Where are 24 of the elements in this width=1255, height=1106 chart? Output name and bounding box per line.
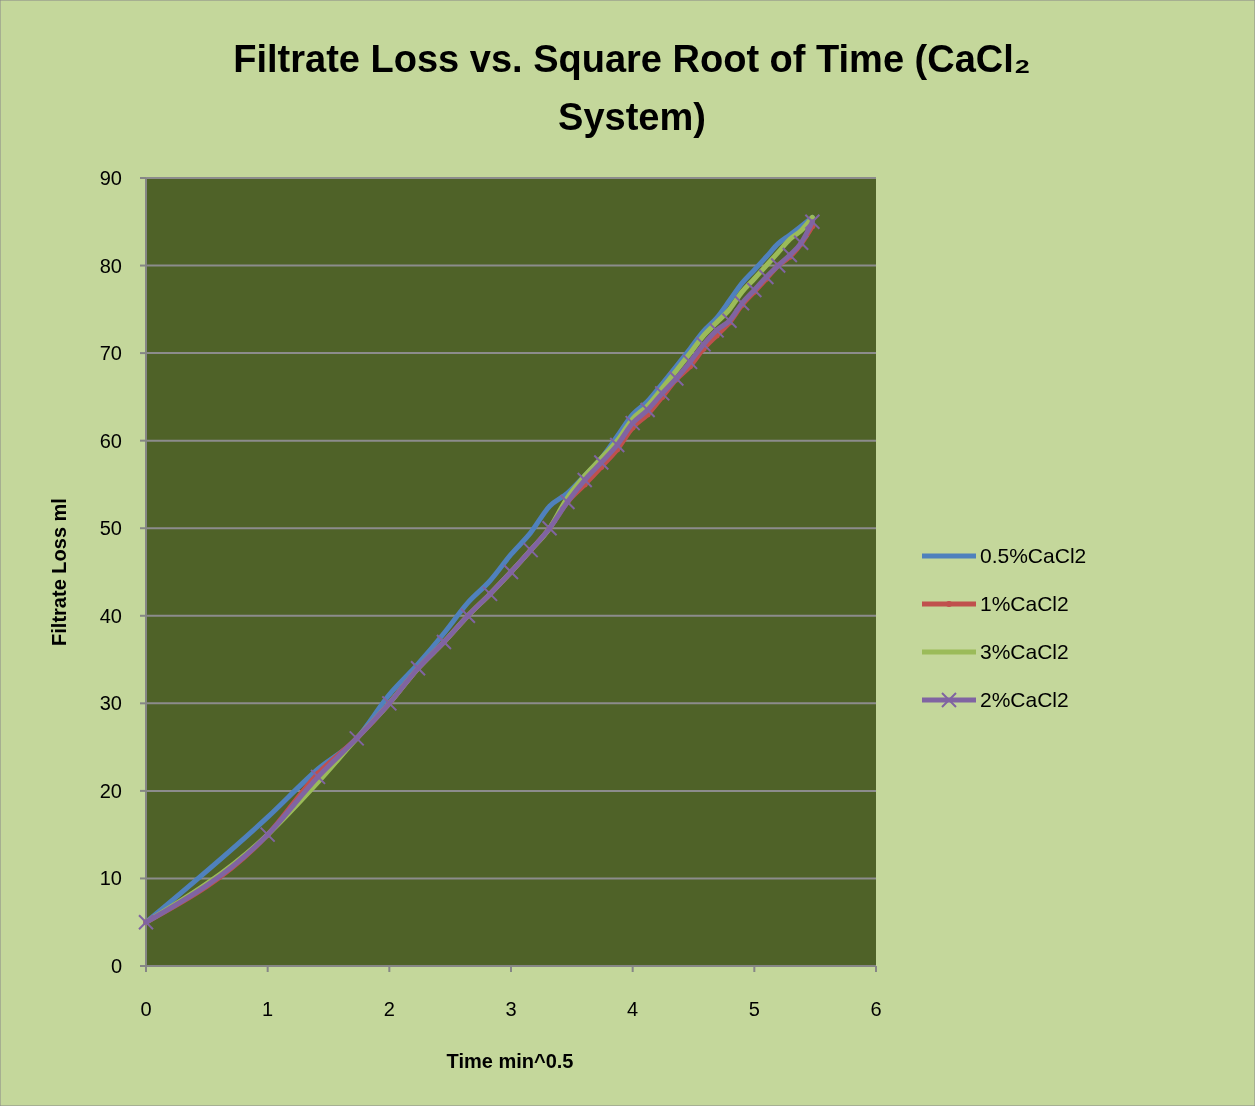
- y-tick-label: 20: [99, 779, 122, 802]
- legend-label: 0.5%CaCl2: [980, 544, 1087, 567]
- x-tick-label: 0: [140, 998, 152, 1020]
- x-tick-label: 5: [748, 998, 760, 1020]
- y-tick-label: 60: [99, 429, 122, 452]
- legend-label: 2%CaCl2: [980, 688, 1069, 711]
- y-axis-title: Filtrate Loss ml: [48, 498, 70, 646]
- x-tick-label: 4: [627, 998, 639, 1020]
- legend-label: 1%CaCl2: [980, 592, 1069, 615]
- y-tick-label: 10: [99, 867, 122, 890]
- x-tick-label: 2: [383, 998, 395, 1020]
- y-tick-label: 50: [99, 517, 122, 540]
- chart-title: Filtrate Loss vs. Square Root of Time (CaCl₂ System): [233, 38, 1031, 138]
- y-tick-label: 80: [99, 254, 122, 277]
- y-tick-label: 40: [99, 604, 122, 627]
- y-tick-label: 30: [99, 692, 122, 715]
- x-tick-label: 3: [505, 998, 517, 1020]
- x-tick-label: 1: [262, 998, 274, 1020]
- x-axis-title: Time min^0.5: [446, 1050, 574, 1072]
- y-tick-label: 0: [110, 955, 122, 977]
- y-tick-label: 70: [99, 342, 122, 365]
- x-tick-label: 6: [870, 998, 882, 1020]
- y-tick-label: 90: [99, 167, 122, 189]
- legend-label: 3%CaCl2: [980, 640, 1069, 663]
